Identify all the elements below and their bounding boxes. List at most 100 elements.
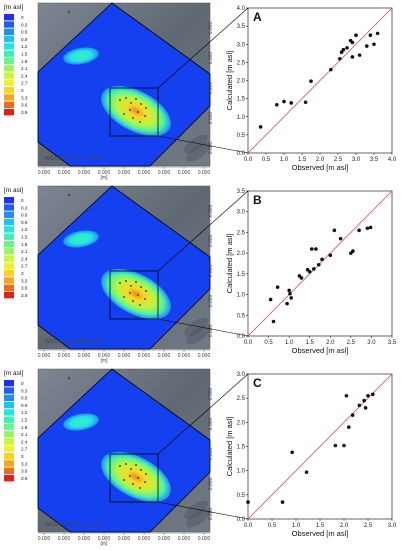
map-x-tick-label: 0.000 xyxy=(198,170,211,176)
y-tick-label: 0.0 xyxy=(237,334,246,340)
data-point xyxy=(333,443,338,448)
legend-value: 0.6 xyxy=(21,396,28,401)
map-x-tick-label: 0.000 xyxy=(58,170,71,176)
legend-swatch xyxy=(4,291,14,299)
data-point xyxy=(275,102,279,107)
legend-value: 0 xyxy=(21,198,24,203)
map-y-tick-label: 0.000 xyxy=(208,82,214,95)
data-point xyxy=(246,500,250,504)
well-marker xyxy=(132,483,134,485)
zoom-connector xyxy=(157,7,249,89)
x-tick-label: 1.0 xyxy=(285,340,294,346)
legend-swatch xyxy=(4,416,14,423)
map-axes: 0.000 0.000 0.000 0.000 0.000 0.000 0.000 0.000… xyxy=(38,22,214,181)
x-tick-label: 3.5 xyxy=(370,157,379,163)
legend-title: [m asl] xyxy=(4,4,23,11)
legend-swatch xyxy=(4,108,14,116)
legend-value: 0.3 xyxy=(21,205,28,210)
legend-swatch xyxy=(4,21,14,28)
x-tick-label: 2.5 xyxy=(347,340,356,346)
x-axis-label: Observed [m asl] xyxy=(292,163,349,172)
well-marker xyxy=(129,109,131,111)
legend-value: 3.9 xyxy=(21,110,28,115)
legend-value: 1.5 xyxy=(21,52,28,57)
data-point xyxy=(345,46,349,50)
data-point xyxy=(344,393,349,398)
terrain-ridge xyxy=(186,508,210,528)
legend-swatch xyxy=(4,453,14,460)
x-tick-label: 2.0 xyxy=(340,523,349,529)
legend-swatch xyxy=(4,474,14,482)
map-x-tick-label: 0.000 xyxy=(118,170,131,176)
map-x-unit: [m] xyxy=(101,358,109,364)
data-point xyxy=(290,450,294,455)
groundwater-mound xyxy=(101,85,171,137)
legend-swatch xyxy=(4,284,14,291)
map-x-unit: [m] xyxy=(101,541,109,547)
map-x-tick-label: 0.000 xyxy=(118,353,131,359)
terrain-ridge xyxy=(184,317,208,337)
map-y-tick-label: 0.000 xyxy=(208,142,214,155)
well-marker xyxy=(139,487,141,489)
x-tick-label: 0.0 xyxy=(244,523,253,529)
map-y-tick-label: 0.000 xyxy=(208,295,214,308)
data-point xyxy=(366,393,370,398)
terrain-ridge xyxy=(184,500,208,520)
legend-value: 3.3 xyxy=(21,278,28,283)
data-point xyxy=(280,500,285,504)
legend-value: 0 xyxy=(21,15,24,20)
y-tick-label: 3.0 xyxy=(237,210,246,216)
y-tick-label: 3.5 xyxy=(237,24,246,30)
data-point xyxy=(338,236,343,241)
x-tick-label: 0.0 xyxy=(244,157,253,163)
data-point xyxy=(341,47,346,52)
y-tick-label: 0.0 xyxy=(237,517,246,523)
x-tick-label: 2.0 xyxy=(316,157,325,163)
data-point xyxy=(357,53,362,57)
legend-value: 3.3 xyxy=(21,95,28,100)
map-x-tick-label: 0.000 xyxy=(138,536,151,542)
legend-value: 1.5 xyxy=(21,235,28,240)
map-x-tick-label: 0.000 xyxy=(98,536,111,542)
zoom-connector xyxy=(157,190,249,272)
map-caption: WGS 84 / UTM zone 37N xyxy=(45,339,102,345)
legend-swatch xyxy=(4,101,14,108)
terrain-ridge xyxy=(184,134,208,154)
legend-swatch xyxy=(4,467,14,474)
data-point xyxy=(285,301,289,306)
legend-value: 2.4 xyxy=(21,73,28,78)
well-marker xyxy=(135,281,137,283)
legend-value: 3 xyxy=(21,454,24,459)
y-tick-label: 2.5 xyxy=(237,60,246,66)
y-axis-label: Calculated [m asl] xyxy=(225,417,234,477)
legend-swatch xyxy=(4,218,14,226)
legend-swatch xyxy=(4,387,14,394)
y-tick-label: 3.0 xyxy=(237,372,246,378)
x-tick-label: 3.0 xyxy=(367,340,376,346)
well-marker xyxy=(123,113,125,115)
legend-value: 3 xyxy=(21,271,24,276)
data-point xyxy=(342,443,346,448)
data-point xyxy=(365,44,369,48)
data-point xyxy=(282,99,286,104)
map-caption: WGS 84 / UTM zone 37N xyxy=(45,522,102,528)
zoom-connector xyxy=(157,318,249,337)
data-point xyxy=(347,425,351,429)
well-marker xyxy=(129,292,131,294)
data-point xyxy=(258,125,263,129)
map-y-tick-label: 0.000 xyxy=(208,235,214,248)
data-point xyxy=(350,413,355,417)
y-tick-label: 2.0 xyxy=(237,420,246,426)
data-point xyxy=(307,269,312,274)
y-tick-label: 1.0 xyxy=(237,115,246,121)
panel-label: C xyxy=(253,376,262,390)
map-x-tick-label: 0.000 xyxy=(38,353,51,359)
legend-swatch xyxy=(4,65,14,72)
x-tick-label: 0.5 xyxy=(262,157,271,163)
legend-swatch xyxy=(4,204,14,211)
well-marker xyxy=(139,121,141,123)
data-point xyxy=(339,50,344,55)
legend-value: 2.4 xyxy=(21,256,28,261)
x-tick-label: 2.5 xyxy=(364,523,373,529)
